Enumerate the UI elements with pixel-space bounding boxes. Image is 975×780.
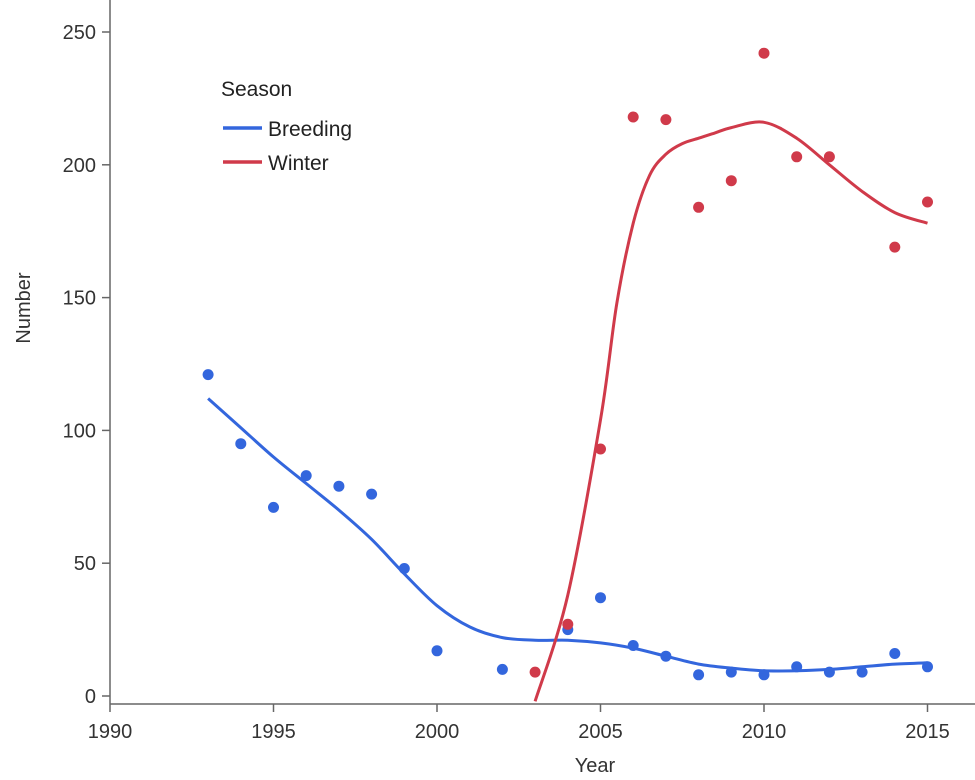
data-point-breeding	[627, 640, 639, 651]
y-tick-label: 50	[74, 553, 96, 575]
x-tick-label: 2015	[905, 721, 950, 743]
legend: Season Breeding Winter	[221, 78, 352, 175]
data-point-breeding	[693, 669, 705, 681]
data-point-winter	[693, 201, 705, 213]
x-tick-label: 1990	[88, 721, 133, 743]
data-point-breeding	[823, 666, 835, 678]
y-tick-label: 0	[85, 686, 96, 708]
data-point-winter	[660, 114, 672, 126]
data-point-winter	[791, 151, 803, 163]
x-axis-title: Year	[575, 755, 616, 777]
data-point-breeding	[922, 661, 933, 673]
data-point-winter	[595, 443, 606, 455]
smooth-lines	[207, 120, 928, 702]
y-tick-label: 100	[63, 420, 96, 442]
data-point-breeding	[268, 501, 279, 513]
y-tick-label: 200	[63, 155, 96, 177]
data-points	[202, 47, 933, 681]
data-point-breeding	[366, 488, 378, 500]
legend-label-breeding: Breeding	[268, 118, 352, 141]
data-point-breeding	[300, 470, 312, 482]
data-point-winter	[758, 47, 770, 59]
data-point-breeding	[889, 648, 901, 659]
data-point-breeding	[235, 438, 247, 450]
x-tick-label: 2005	[578, 721, 623, 743]
data-point-breeding	[431, 645, 443, 657]
y-axis-title: Number	[13, 272, 35, 343]
data-point-winter	[889, 241, 901, 253]
smooth-line-winter	[533, 120, 928, 702]
data-point-breeding	[496, 663, 508, 675]
axes: 0 50 100 150 200 250 1990 1995 2000 2005 2010 2015	[63, 0, 975, 743]
data-point-winter	[627, 111, 639, 123]
data-point-breeding	[758, 669, 770, 681]
x-tick-label: 1995	[251, 721, 296, 743]
x-tick-label: 2000	[415, 721, 460, 743]
data-point-winter	[529, 666, 541, 678]
data-point-winter	[725, 175, 737, 187]
data-point-breeding	[856, 666, 868, 678]
data-point-breeding	[398, 563, 410, 574]
legend-title: Season	[221, 78, 292, 101]
data-point-breeding	[660, 650, 672, 662]
data-point-breeding	[725, 666, 737, 678]
data-point-winter	[562, 618, 574, 630]
data-point-winter	[922, 196, 933, 208]
smooth-line-breeding	[207, 397, 928, 673]
data-point-breeding	[202, 369, 214, 381]
y-tick-label: 250	[63, 22, 96, 44]
y-tick-label: 150	[63, 288, 96, 310]
legend-label-winter: Winter	[268, 152, 329, 175]
x-tick-label: 2010	[742, 721, 787, 743]
data-point-breeding	[791, 661, 803, 673]
data-point-breeding	[333, 480, 345, 492]
data-point-breeding	[595, 592, 606, 604]
data-point-winter	[823, 151, 835, 163]
